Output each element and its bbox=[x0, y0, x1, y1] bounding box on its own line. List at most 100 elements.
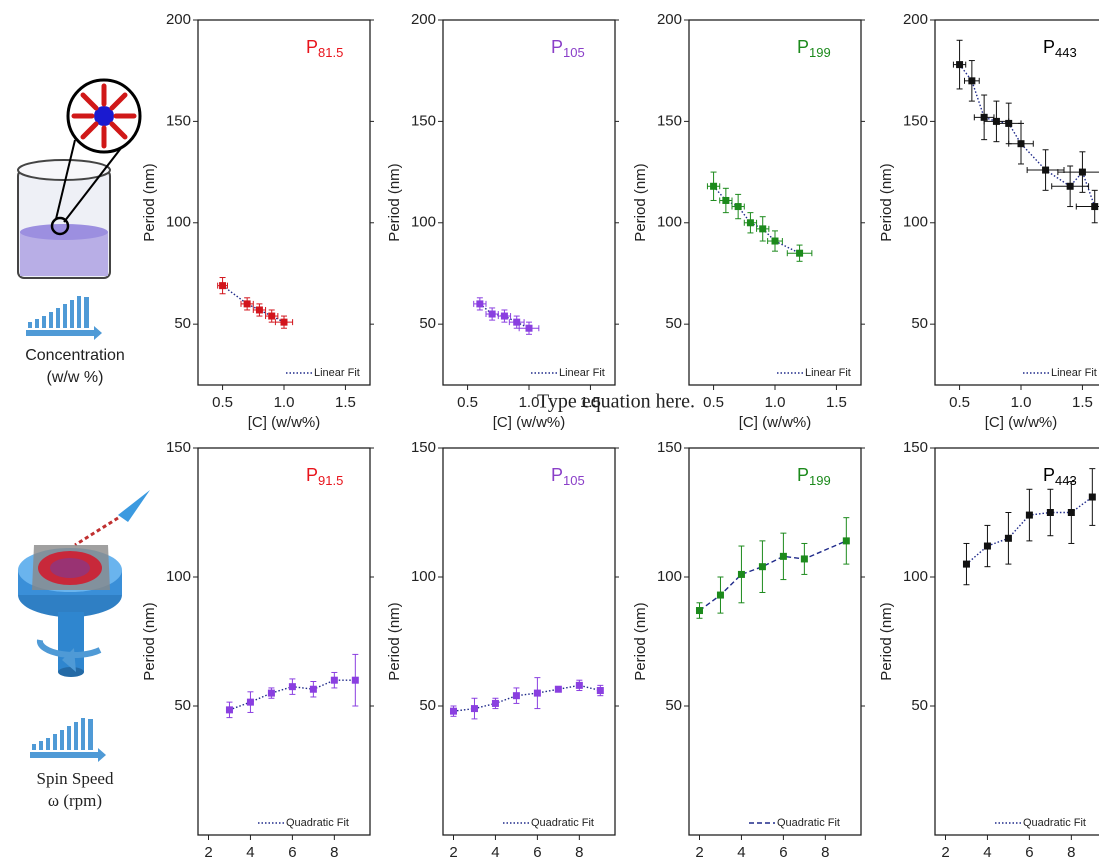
y-tick-label: 100 bbox=[903, 214, 928, 231]
marker bbox=[983, 542, 991, 550]
panel-title: P91.5 bbox=[306, 465, 343, 489]
y-tick-label: 50 bbox=[665, 315, 682, 332]
x-tick-label: 2 bbox=[204, 844, 212, 861]
x-tick-label: 2 bbox=[695, 844, 703, 861]
marker bbox=[968, 77, 976, 85]
marker bbox=[842, 537, 850, 545]
x-tick-label: 0.5 bbox=[703, 394, 724, 411]
x-tick-label: 1.5 bbox=[1072, 394, 1093, 411]
panel-title-main: P bbox=[551, 465, 563, 485]
marker bbox=[962, 560, 970, 568]
panel-title-sub: 91.5 bbox=[318, 473, 343, 488]
x-tick-label: 1.5 bbox=[580, 394, 601, 411]
y-tick-label: 100 bbox=[657, 214, 682, 231]
panel-title-sub: 199 bbox=[809, 45, 831, 60]
marker bbox=[268, 312, 276, 320]
x-tick-label: 8 bbox=[1067, 844, 1075, 861]
marker bbox=[525, 324, 533, 332]
y-tick-label: 200 bbox=[903, 11, 928, 28]
panel-title: P105 bbox=[551, 465, 585, 489]
x-tick-label: 8 bbox=[821, 844, 829, 861]
y-tick-label: 150 bbox=[657, 112, 682, 129]
y-tick-label: 150 bbox=[411, 439, 436, 456]
marker bbox=[759, 225, 767, 233]
fit-line bbox=[699, 540, 847, 612]
x-tick-label: 1.5 bbox=[335, 394, 356, 411]
x-axis-label: [C] (w/w%) bbox=[739, 414, 812, 431]
y-tick-label: 150 bbox=[411, 112, 436, 129]
y-tick-label: 100 bbox=[903, 568, 928, 585]
marker bbox=[1017, 140, 1025, 148]
marker bbox=[771, 237, 779, 245]
panel-title-sub: 81.5 bbox=[318, 45, 343, 60]
x-tick-label: 2 bbox=[449, 844, 457, 861]
panel-title: P199 bbox=[797, 465, 831, 489]
marker bbox=[533, 689, 541, 697]
marker bbox=[746, 219, 754, 227]
marker bbox=[695, 607, 703, 615]
marker bbox=[225, 706, 233, 714]
marker bbox=[512, 692, 520, 700]
x-tick-label: 8 bbox=[330, 844, 338, 861]
legend-label: Quadratic Fit bbox=[777, 817, 840, 829]
x-tick-label: 4 bbox=[737, 844, 745, 861]
panel-title-main: P bbox=[306, 465, 318, 485]
axes-frame bbox=[442, 447, 616, 836]
y-tick-label: 200 bbox=[411, 11, 436, 28]
marker bbox=[219, 282, 227, 290]
marker bbox=[956, 61, 964, 69]
marker bbox=[1067, 509, 1075, 516]
panel-title: P199 bbox=[797, 37, 831, 61]
legend-label: Quadratic Fit bbox=[286, 817, 349, 829]
x-tick-label: 0.5 bbox=[457, 394, 478, 411]
y-tick-label: 50 bbox=[419, 315, 436, 332]
marker bbox=[980, 113, 988, 121]
marker bbox=[1091, 203, 1099, 211]
marker bbox=[1005, 119, 1013, 127]
marker bbox=[800, 555, 808, 563]
y-axis-label: Period (nm) bbox=[141, 163, 158, 241]
marker bbox=[554, 685, 562, 693]
fit-line bbox=[713, 185, 800, 254]
y-tick-label: 50 bbox=[911, 697, 928, 714]
x-tick-label: 0.5 bbox=[212, 394, 233, 411]
y-tick-label: 150 bbox=[166, 112, 191, 129]
axes-frame bbox=[688, 447, 862, 836]
left-label: ω (rpm) bbox=[48, 791, 102, 810]
axes-frame bbox=[197, 447, 371, 836]
legend-label: Quadratic Fit bbox=[531, 817, 594, 829]
y-tick-label: 50 bbox=[174, 315, 191, 332]
y-tick-label: 100 bbox=[166, 568, 191, 585]
concentration-icon bbox=[17, 78, 142, 340]
x-tick-label: 8 bbox=[575, 844, 583, 861]
panel-title: P443 bbox=[1043, 37, 1077, 61]
y-axis-label: Period (nm) bbox=[386, 602, 403, 680]
y-tick-label: 200 bbox=[166, 11, 191, 28]
y-axis-label: Period (nm) bbox=[632, 163, 649, 241]
marker bbox=[255, 306, 263, 314]
spin-coater-icon bbox=[18, 490, 150, 762]
x-tick-label: 1.0 bbox=[765, 394, 786, 411]
marker bbox=[309, 685, 317, 693]
marker bbox=[330, 676, 338, 684]
panel-title-main: P bbox=[551, 37, 563, 57]
y-axis-label: Period (nm) bbox=[141, 602, 158, 680]
x-axis-label: [C] (w/w%) bbox=[985, 414, 1058, 431]
panel-title-sub: 199 bbox=[809, 473, 831, 488]
x-tick-label: 6 bbox=[1025, 844, 1033, 861]
marker bbox=[351, 676, 359, 684]
x-tick-label: 4 bbox=[491, 844, 499, 861]
marker bbox=[470, 705, 478, 713]
marker bbox=[575, 681, 583, 689]
marker bbox=[513, 318, 521, 326]
y-tick-label: 50 bbox=[665, 697, 682, 714]
fit-line bbox=[959, 64, 1096, 207]
left-label: (w/w %) bbox=[47, 369, 104, 386]
marker bbox=[476, 300, 484, 308]
x-tick-label: 6 bbox=[288, 844, 296, 861]
y-tick-label: 50 bbox=[911, 315, 928, 332]
y-tick-label: 100 bbox=[657, 568, 682, 585]
legend-label: Linear Fit bbox=[559, 367, 605, 379]
y-axis-label: Period (nm) bbox=[386, 163, 403, 241]
